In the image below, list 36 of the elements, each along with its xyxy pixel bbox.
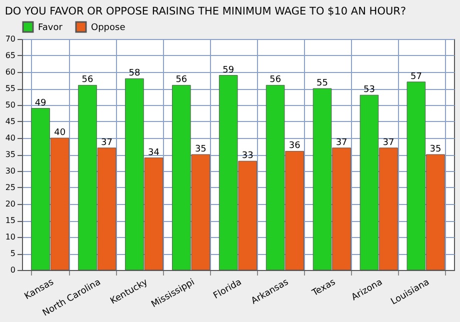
data-label: 35 xyxy=(194,144,206,154)
data-label: 59 xyxy=(222,65,234,76)
chart-title: DO YOU FAVOR OR OPPOSE RAISING THE MINIMUM WAGE TO $10 AN HOUR? xyxy=(4,6,406,18)
data-label: 49 xyxy=(34,98,47,108)
data-label: 57 xyxy=(410,72,422,82)
y-tick-label: 70 xyxy=(5,34,16,44)
data-label: 55 xyxy=(316,78,328,88)
data-label: 34 xyxy=(148,148,160,158)
y-tick-label: 5 xyxy=(10,249,16,258)
data-label: 53 xyxy=(364,85,375,96)
data-label: 37 xyxy=(101,138,112,148)
data-label: 35 xyxy=(430,144,442,154)
y-tick-label: 55 xyxy=(5,84,16,93)
y-tick-label: 15 xyxy=(5,216,16,225)
y-tick-label: 65 xyxy=(5,51,16,60)
y-tick-label: 30 xyxy=(5,166,16,176)
data-label: 40 xyxy=(54,128,66,138)
legend-label: Favor xyxy=(38,23,63,33)
y-tick-label: 40 xyxy=(5,134,16,142)
y-tick-label: 50 xyxy=(5,100,16,110)
y-tick-label: 45 xyxy=(5,117,16,126)
data-label: 56 xyxy=(82,75,94,86)
data-label: 33 xyxy=(242,151,254,162)
y-tick-label: 25 xyxy=(5,183,16,192)
data-label: 58 xyxy=(128,68,140,79)
y-tick-label: 0 xyxy=(10,266,16,274)
y-tick-label: 10 xyxy=(5,232,16,242)
data-label: 37 xyxy=(336,138,348,148)
data-label: 56 xyxy=(270,75,282,86)
data-label: 37 xyxy=(382,138,394,148)
legend-label: Oppose xyxy=(91,23,126,33)
y-tick-label: 60 xyxy=(5,68,16,76)
y-tick-label: 20 xyxy=(5,200,16,208)
y-tick-label: 35 xyxy=(5,150,16,159)
data-label: 36 xyxy=(288,141,301,152)
data-label: 56 xyxy=(176,75,188,86)
